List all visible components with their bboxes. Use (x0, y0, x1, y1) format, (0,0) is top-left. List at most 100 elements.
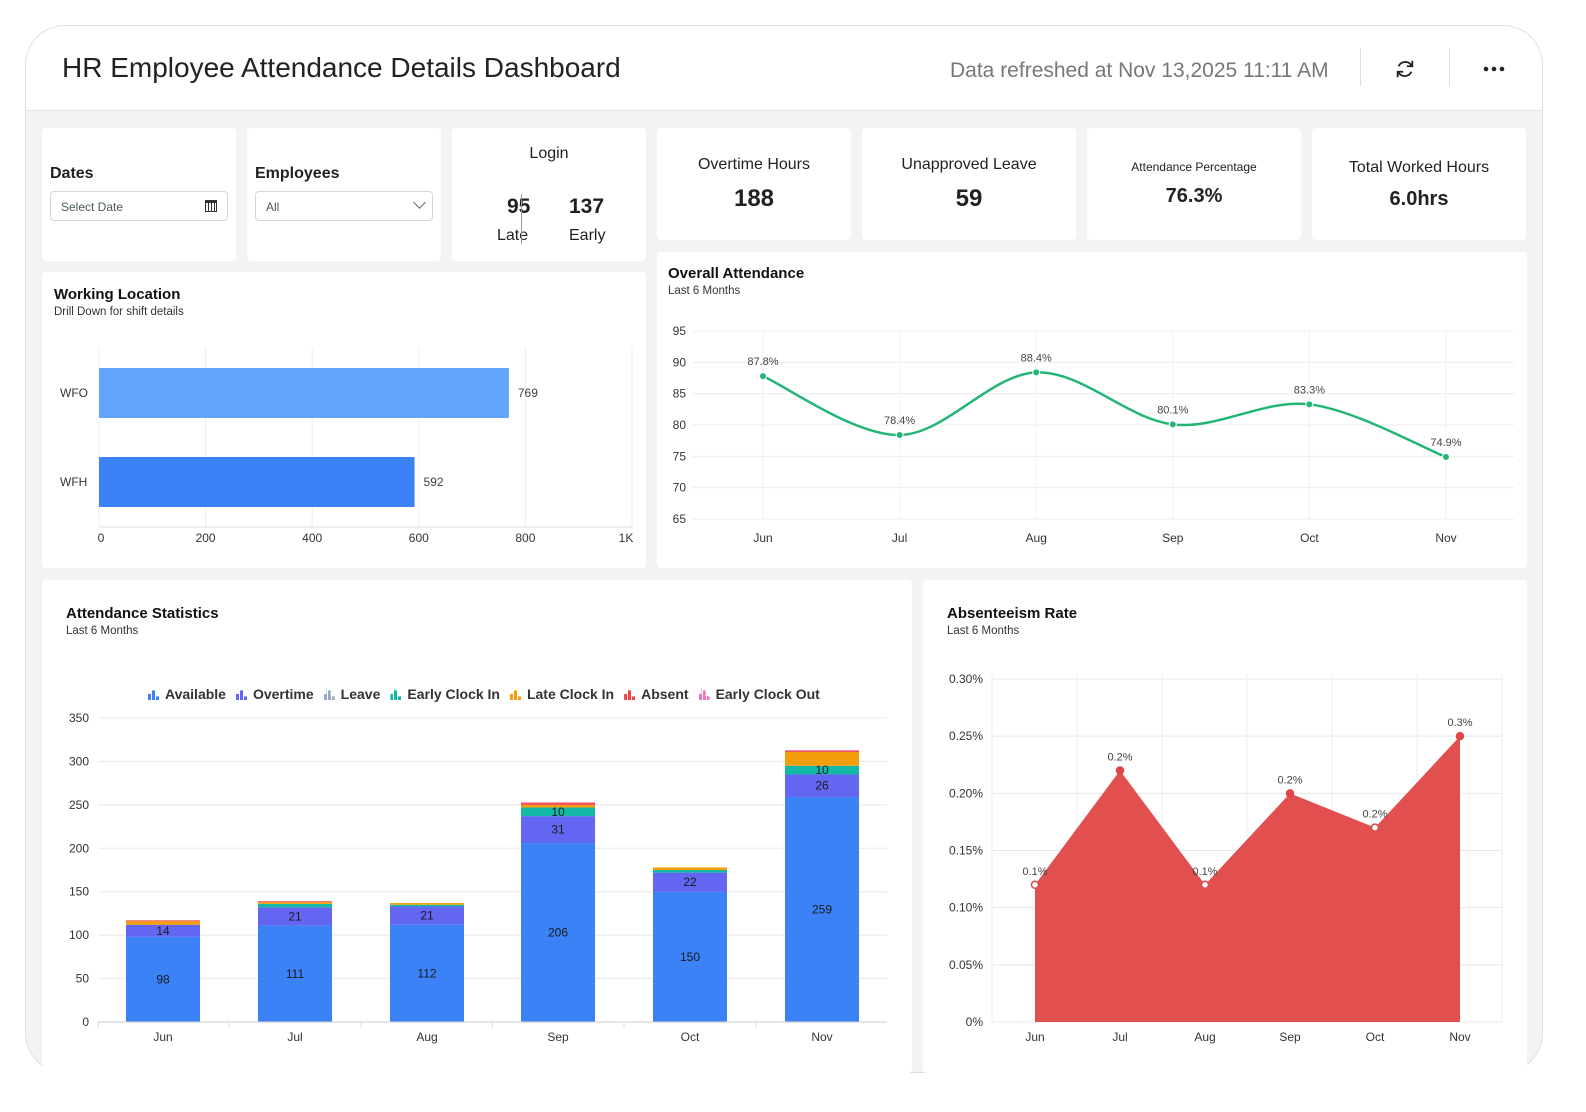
y-tick-label: WFH (60, 475, 87, 489)
late-value: 95 (507, 195, 531, 218)
attendance-statistics-chart: 0 50 100 150 200 250 300 350 Jun 98 14 Jul 111 21 Aug 1… (69, 711, 887, 1044)
x-tick-label: Jul (892, 531, 907, 545)
y-tick-label: 0 (82, 1015, 89, 1029)
x-tick-label: Jun (753, 531, 772, 545)
data-label: 0.2% (1362, 809, 1387, 821)
bar-segment-early_clock_in (390, 904, 464, 907)
refresh-button[interactable] (1390, 54, 1420, 84)
chart-subtitle: Last 6 Months (947, 625, 1020, 637)
overall-attendance-card: Overall Attendance Last 6 Months 65 70 75 8… (657, 252, 1527, 568)
data-label: 74.9% (1430, 437, 1461, 449)
chart-subtitle: Last 6 Months (668, 285, 741, 297)
x-tick-label: Jul (1112, 1030, 1127, 1044)
date-picker-input[interactable]: Select Date (50, 191, 228, 221)
dates-filter-card: Dates Select Date (42, 128, 236, 261)
y-tick-label: 0.10% (949, 901, 983, 915)
y-tick-label: 0.25% (949, 729, 983, 743)
data-point (1168, 420, 1177, 429)
working-location-chart: 0 200 400 600 800 1K WFO 769 WFH 592 (60, 348, 633, 545)
y-tick-label: 150 (69, 885, 89, 899)
legend-item-late_clock_in[interactable]: Late Clock In (509, 686, 614, 702)
bar-segment-overtime (653, 872, 727, 892)
bar-segment-late_clock_in (653, 867, 727, 870)
x-tick-label: Nov (1435, 531, 1456, 545)
divider (1360, 48, 1361, 86)
refresh-icon (1396, 60, 1414, 78)
legend-item-leave[interactable]: Leave (323, 686, 380, 702)
bar-segment-absent (785, 751, 859, 752)
absenteeism-area (1035, 736, 1460, 1022)
kpi-title: Unapproved Leave (901, 156, 1037, 173)
legend-item-early_clock_out[interactable]: Early Clock Out (698, 686, 820, 702)
legend-item-early_clock_in[interactable]: Early Clock In (390, 686, 500, 702)
data-label: 0.1% (1192, 866, 1217, 878)
data-label: 592 (424, 475, 444, 489)
login-title: Login (529, 145, 569, 162)
attendance-line (762, 371, 1447, 459)
kpi-title: Attendance Percentage (1131, 160, 1257, 174)
bar-wfo (99, 368, 509, 418)
data-label: 10 (815, 763, 829, 777)
bar-segment-late_clock_in (126, 921, 200, 925)
chart-subtitle: Last 6 Months (66, 625, 139, 637)
legend-item-absent[interactable]: Absent (624, 686, 689, 702)
bar-segment-overtime (258, 907, 332, 926)
attendance-statistics-card: Attendance Statistics Last 6 Months Avai… (42, 580, 912, 1073)
calendar-icon (205, 200, 217, 212)
legend-item-overtime[interactable]: Overtime (235, 686, 314, 702)
legend-item-available[interactable]: Available (148, 686, 226, 702)
x-tick-label: Sep (1279, 1030, 1301, 1044)
x-tick-label: 0 (98, 531, 105, 545)
bar-segment-early_clock_in (653, 870, 727, 873)
x-tick-label: Jun (153, 1030, 172, 1044)
data-point (1455, 731, 1465, 741)
y-tick-label: 0.15% (949, 844, 983, 858)
x-tick-label: 600 (409, 531, 429, 545)
x-tick-label: Nov (1449, 1030, 1470, 1044)
bar-segment-available (126, 936, 200, 1022)
x-tick-label: Aug (1194, 1030, 1215, 1044)
more-options-button[interactable] (1479, 54, 1509, 84)
bar-chart-icon (509, 688, 521, 700)
bar-segment-early_clock_in (521, 807, 595, 817)
chart-subtitle: Drill Down for shift details (54, 306, 184, 318)
x-tick-label: Jul (287, 1030, 302, 1044)
y-tick-label: 50 (76, 972, 90, 986)
data-label: 0.2% (1107, 751, 1132, 763)
data-point (1030, 880, 1040, 890)
y-tick-label: 100 (69, 928, 89, 942)
data-label: 78.4% (884, 415, 915, 427)
employees-dropdown[interactable]: All (255, 191, 433, 221)
header: HR Employee Attendance Details Dashboard… (26, 26, 1542, 111)
y-tick-label: 200 (69, 841, 89, 855)
y-tick-label: 250 (69, 798, 89, 812)
y-tick-label: 70 (673, 481, 687, 495)
data-label: 98 (156, 972, 170, 986)
bar-segment-available (521, 843, 595, 1022)
y-tick-label: 350 (69, 711, 89, 725)
x-tick-label: 800 (515, 531, 535, 545)
x-tick-label: Oct (1300, 531, 1319, 545)
bar-chart-icon (323, 688, 335, 700)
kpi-value: 76.3% (1165, 185, 1223, 207)
early-label: Early (569, 227, 606, 244)
x-tick-label: Oct (1366, 1030, 1385, 1044)
late-label: Late (497, 227, 529, 244)
overall-attendance-chart: 65 70 75 80 85 90 95 Jun Jul Aug Sep Oct Nov 87.8% 78.… (673, 324, 1514, 545)
data-point (759, 372, 767, 381)
data-label: 26 (815, 779, 829, 793)
bar-chart-icon (235, 688, 247, 700)
bar-segment-early_clock_in (258, 903, 332, 908)
bar-segment-overtime (785, 774, 859, 798)
data-point (1115, 766, 1125, 775)
bar-segment-overtime (521, 816, 595, 844)
legend-label: Early Clock In (407, 686, 500, 702)
data-label: 259 (812, 903, 832, 917)
early-value: 137 (569, 195, 605, 218)
dates-label: Dates (50, 165, 94, 182)
x-tick-label: Sep (547, 1030, 569, 1044)
bar-segment-overtime (126, 924, 200, 937)
y-tick-label: WFO (60, 386, 88, 400)
legend-label: Overtime (252, 686, 314, 702)
absenteeism-rate-chart: 0% 0.05% 0.10% 0.15% 0.20% 0.25% 0.30% Jun Jul Au… (949, 672, 1503, 1044)
